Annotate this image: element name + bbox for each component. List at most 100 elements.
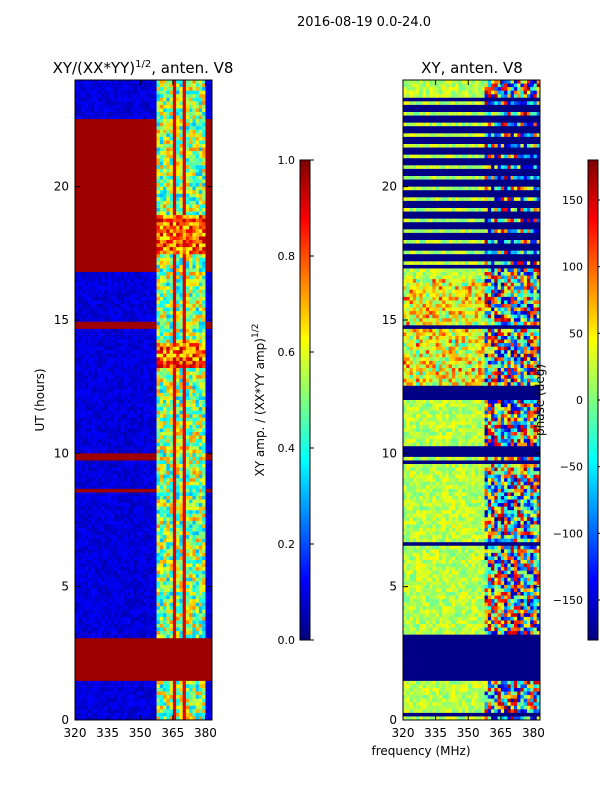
heatmap-cell [75, 264, 79, 269]
heatmap-cell [146, 368, 151, 372]
heatmap-cell [208, 108, 213, 113]
heatmap-cell [189, 218, 193, 223]
heatmap-cell [130, 172, 135, 177]
heatmap-cell [153, 272, 157, 276]
heatmap-cell [176, 318, 180, 323]
heatmap-cell [78, 165, 82, 170]
heatmap-cell [91, 129, 95, 134]
heatmap-cell [107, 339, 112, 344]
heatmap-cell [88, 460, 92, 465]
heatmap-cell [195, 403, 200, 408]
heatmap-cell [78, 481, 82, 486]
heatmap-cell [198, 328, 203, 333]
heatmap-cell [205, 311, 210, 316]
heatmap-cell [120, 300, 125, 305]
heatmap-cell [182, 218, 187, 223]
heatmap-cell [94, 471, 99, 476]
heatmap-cell [195, 264, 200, 269]
heatmap-cell [94, 190, 99, 195]
heatmap-cell [123, 435, 128, 440]
heatmap-cell [159, 396, 164, 401]
heatmap-cell [88, 129, 92, 134]
heatmap-cell [150, 467, 154, 472]
heatmap-cell [192, 112, 197, 116]
heatmap-cell [123, 311, 128, 316]
heatmap-cell [143, 449, 148, 454]
heatmap-cell [110, 496, 115, 500]
heatmap-cell [88, 222, 92, 227]
heatmap-cell [81, 414, 86, 419]
heatmap-cell [136, 403, 141, 408]
heatmap-cell [101, 343, 105, 348]
heatmap-cell [153, 321, 157, 326]
heatmap-cell [140, 218, 144, 223]
heatmap-cell [208, 200, 213, 205]
heatmap-cell [166, 467, 170, 472]
heatmap-cell [94, 392, 99, 397]
heatmap-cell [120, 392, 125, 397]
heatmap-cell [198, 112, 203, 116]
heatmap-cell [136, 115, 141, 120]
heatmap-cell [182, 122, 187, 127]
heatmap-cell [140, 208, 144, 212]
heatmap-cell [198, 129, 203, 134]
heatmap-cell [156, 243, 161, 248]
heatmap-cell [97, 321, 102, 326]
heatmap-cell [123, 474, 128, 479]
heatmap-cell [182, 424, 187, 429]
heatmap-cell [192, 176, 197, 180]
heatmap-cell [91, 403, 95, 408]
heatmap-cell [120, 449, 125, 454]
heatmap-cell [140, 428, 144, 433]
heatmap-cell [120, 257, 125, 262]
heatmap-cell [192, 318, 197, 323]
heatmap-cell [163, 247, 167, 252]
heatmap-cell [205, 261, 210, 266]
heatmap-cell [189, 375, 193, 380]
heatmap-cell [205, 183, 210, 188]
heatmap-cell [195, 471, 200, 476]
heatmap-cell [97, 428, 102, 433]
heatmap-cell [195, 332, 200, 337]
heatmap-cell [84, 101, 89, 106]
heatmap-cell [101, 499, 105, 504]
heatmap-cell [75, 83, 79, 88]
heatmap-cell [81, 165, 86, 170]
heatmap-cell [97, 254, 102, 259]
heatmap-cell [136, 254, 141, 259]
heatmap-cell [97, 204, 102, 209]
heatmap-cell [104, 375, 109, 380]
heatmap-cell [166, 293, 170, 298]
heatmap-cell [202, 296, 206, 301]
heatmap-cell [182, 485, 187, 490]
heatmap-cell [117, 197, 122, 202]
heatmap-cell [153, 186, 157, 191]
heatmap-cell [107, 254, 112, 259]
heatmap-cell [101, 435, 105, 440]
heatmap-cell [133, 428, 138, 433]
heatmap-cell [97, 119, 102, 124]
heatmap-cell [182, 232, 187, 237]
heatmap-cell [81, 375, 86, 380]
heatmap-cell [208, 400, 213, 404]
heatmap-cell [130, 122, 135, 127]
heatmap-cell [192, 304, 197, 308]
heatmap-cell [156, 83, 161, 88]
heatmap-cell [107, 346, 112, 351]
heatmap-cell [130, 236, 135, 241]
heatmap-cell [176, 321, 180, 326]
heatmap-cell [163, 481, 167, 486]
heatmap-cell [91, 449, 95, 454]
heatmap-cell [123, 240, 128, 244]
heatmap-cell [153, 403, 157, 408]
heatmap-cell [189, 115, 193, 120]
heatmap-cell [75, 136, 79, 141]
heatmap-cell [176, 211, 180, 216]
heatmap-cell [117, 456, 122, 461]
heatmap-cell [150, 442, 154, 447]
heatmap-cell [156, 446, 161, 451]
heatmap-cell [110, 474, 115, 479]
heatmap-cell [179, 385, 184, 390]
heatmap-cell [182, 496, 187, 500]
heatmap-cell [75, 186, 79, 191]
